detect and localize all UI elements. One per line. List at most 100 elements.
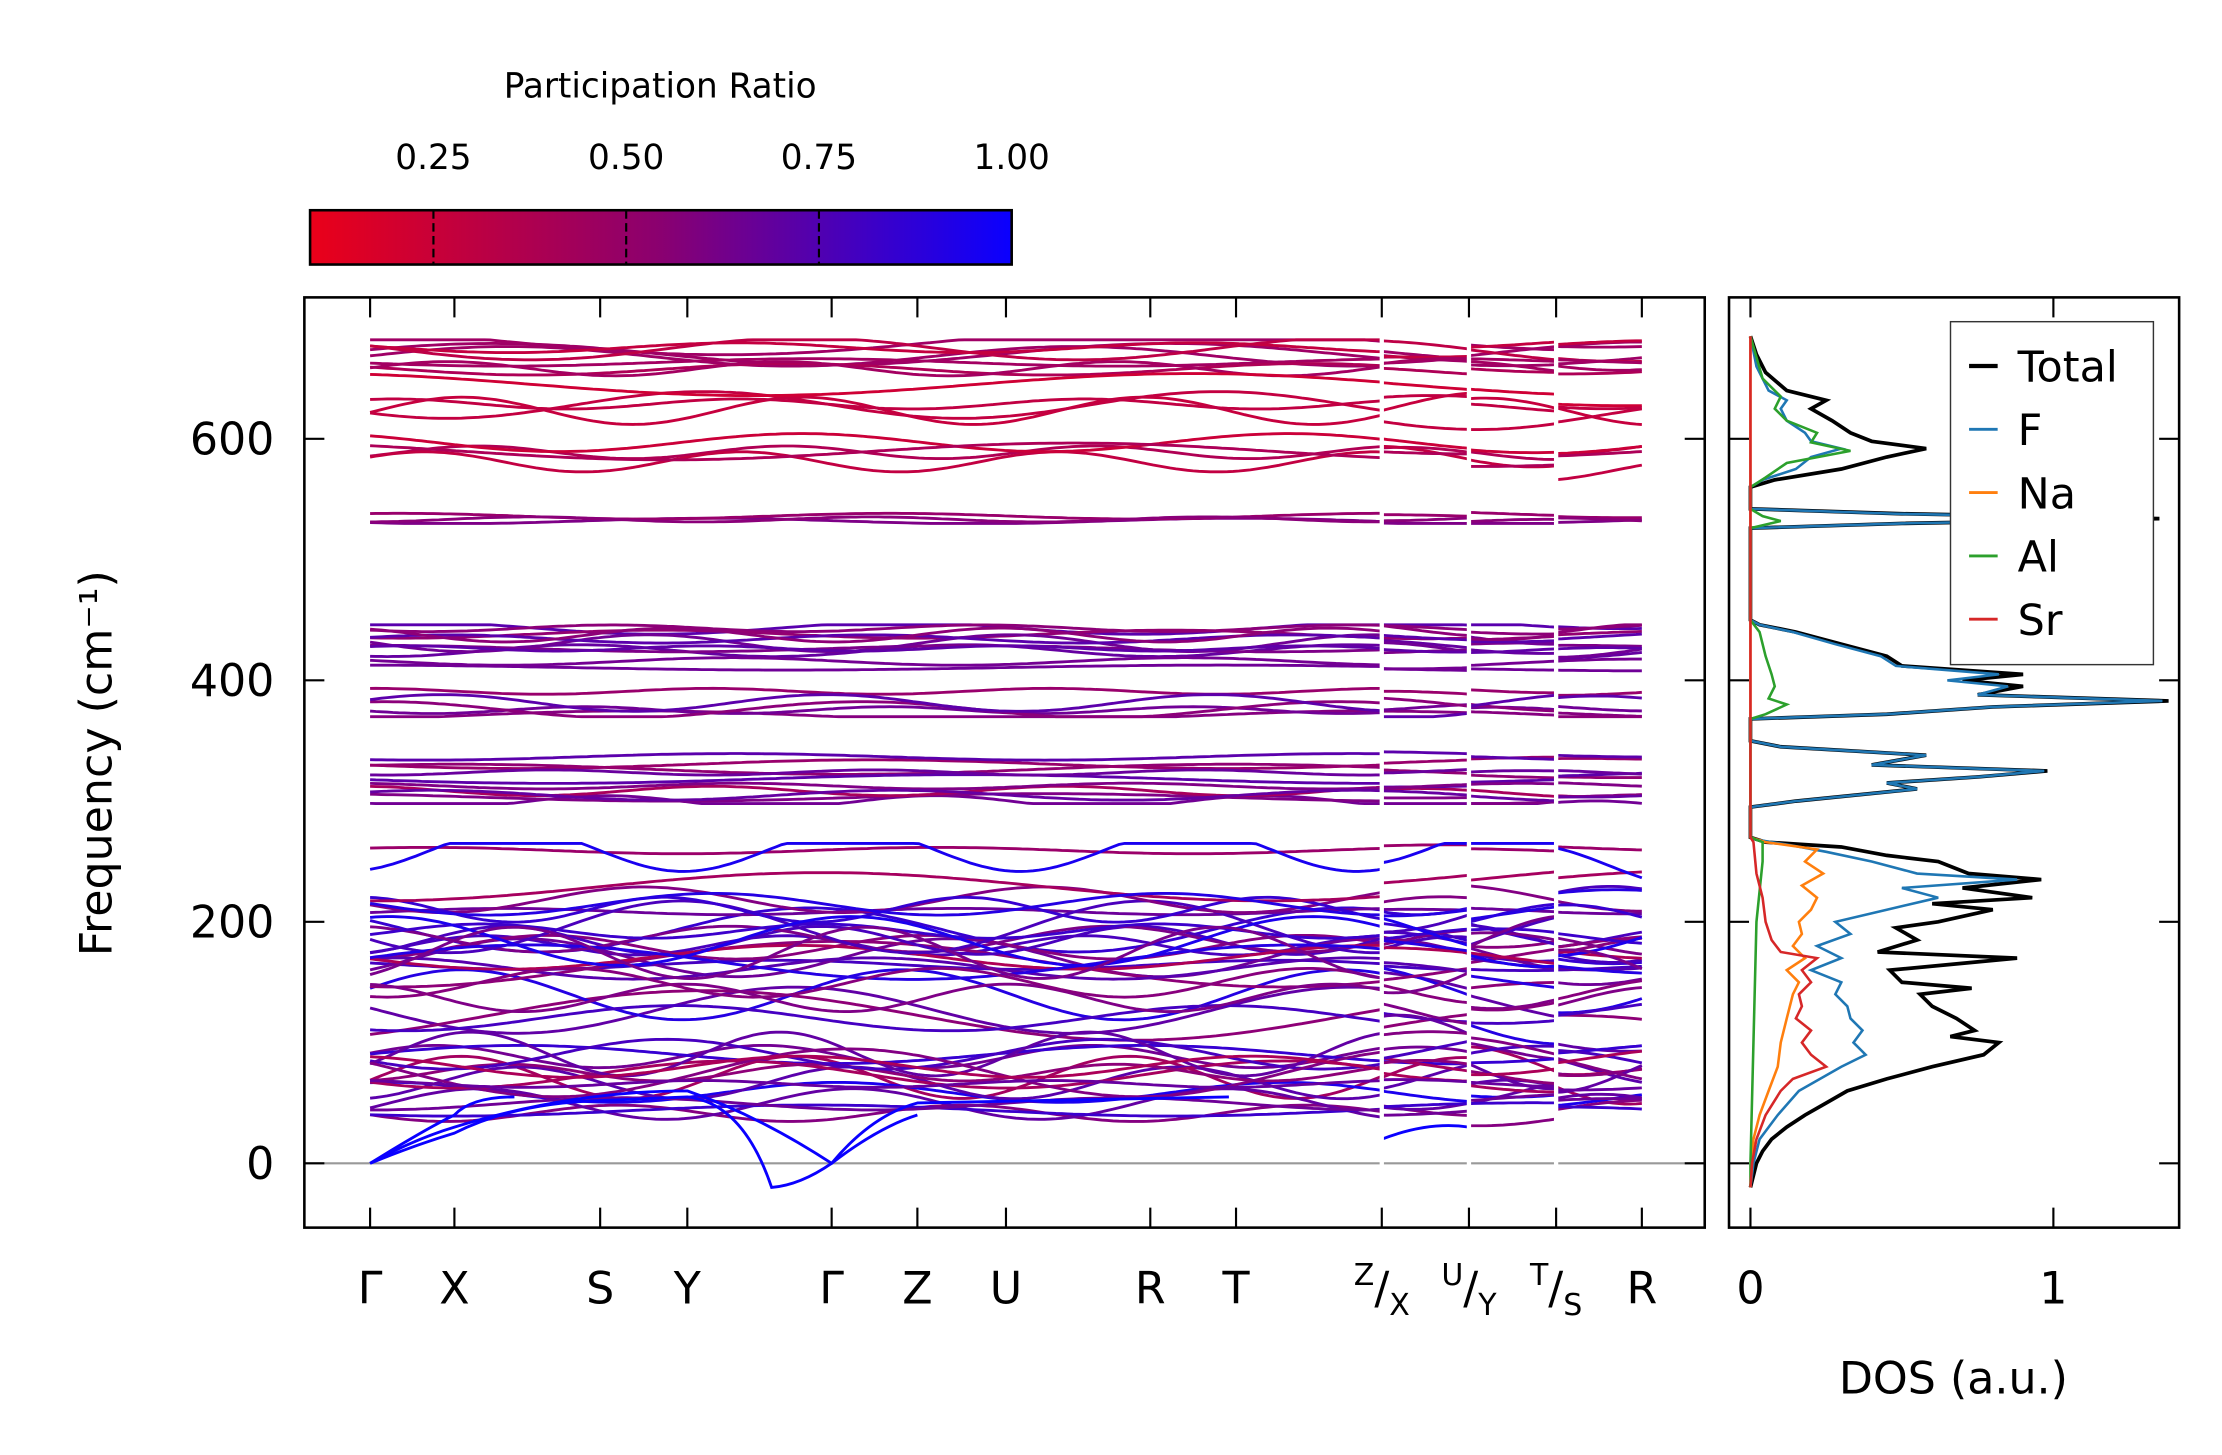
phonon-band bbox=[1468, 794, 1555, 803]
phonon-band bbox=[370, 397, 1382, 411]
phonon-band bbox=[370, 752, 1382, 762]
phonon-band bbox=[1468, 367, 1555, 374]
phonon-band bbox=[1555, 964, 1642, 975]
phonon-band bbox=[369, 450, 1382, 474]
phonon-band bbox=[369, 1059, 1382, 1090]
phonon-band bbox=[369, 345, 1382, 368]
phonon-band bbox=[1556, 1013, 1642, 1021]
phonon-band bbox=[1468, 1019, 1555, 1025]
phonon-band bbox=[1556, 704, 1642, 713]
x-tick-label: Γ bbox=[358, 1263, 383, 1314]
colorbar-tick-label: 0.75 bbox=[781, 138, 857, 178]
phonon-band bbox=[1381, 420, 1468, 431]
phonon-band bbox=[370, 966, 1383, 999]
phonon-band bbox=[1468, 639, 1555, 644]
phonon-band bbox=[370, 656, 1382, 667]
phonon-band bbox=[1468, 340, 1555, 349]
phonon-band bbox=[1556, 405, 1642, 411]
x-tick-label: Z bbox=[902, 1263, 932, 1314]
phonon-band bbox=[1381, 946, 1468, 955]
phonon-band bbox=[1468, 1084, 1555, 1094]
phonon-band bbox=[1556, 694, 1642, 700]
phonon-band bbox=[1468, 967, 1555, 972]
colorbar-tick-label: 0.25 bbox=[395, 138, 471, 178]
phonon-band bbox=[369, 943, 1382, 981]
colorbar-tick-label: 0.50 bbox=[588, 138, 664, 178]
phonon-band bbox=[370, 516, 1382, 525]
phonon-band bbox=[1468, 1023, 1555, 1046]
phonon-band bbox=[1556, 450, 1642, 458]
phonon-band bbox=[1468, 450, 1555, 461]
phonon-band bbox=[370, 644, 1382, 653]
phonon-band bbox=[1556, 370, 1642, 376]
phonon-band bbox=[1468, 931, 1555, 942]
phonon-band bbox=[1381, 666, 1468, 671]
phonon-band bbox=[1381, 841, 1468, 865]
phonon-band bbox=[1381, 354, 1468, 359]
phonon-band bbox=[1381, 843, 1468, 848]
phonon-band bbox=[1468, 647, 1555, 655]
phonon-band bbox=[1468, 623, 1555, 629]
phonon-band bbox=[1381, 983, 1468, 1004]
phonon-band bbox=[1381, 908, 1468, 918]
phonon-band bbox=[1555, 407, 1643, 424]
phonon-band bbox=[1555, 936, 1643, 956]
phonon-band bbox=[1468, 788, 1555, 798]
phonon-band bbox=[1468, 1117, 1555, 1128]
x-tick-label: U/Y bbox=[1441, 1258, 1497, 1323]
phonon-band bbox=[1556, 769, 1642, 776]
phonon-band bbox=[1381, 1040, 1468, 1060]
phonon-band bbox=[1468, 1041, 1555, 1061]
phonon-band bbox=[369, 1062, 1382, 1083]
phonon-band bbox=[1556, 632, 1642, 641]
phonon-band bbox=[1555, 935, 1642, 949]
phonon-band bbox=[1381, 789, 1468, 797]
phonon-band bbox=[1468, 659, 1555, 667]
phonon-band bbox=[370, 441, 1382, 462]
colorbar: Participation Ratio 0.25 0.50 0.75 1.00 bbox=[308, 66, 1050, 266]
phonon-band bbox=[370, 362, 1382, 377]
phonon-band bbox=[1556, 646, 1642, 651]
phonon-band bbox=[1468, 1057, 1555, 1065]
phonon-band bbox=[1468, 1036, 1556, 1056]
phonon-band bbox=[1556, 757, 1642, 761]
legend: Total F Na Al Sr bbox=[1949, 320, 2155, 666]
phonon-band bbox=[1468, 974, 1555, 989]
phonon-band bbox=[369, 693, 1382, 713]
phonon-band bbox=[1468, 847, 1555, 853]
phonon-band bbox=[1468, 511, 1555, 517]
phonon-band bbox=[1555, 623, 1642, 635]
phonon-band bbox=[370, 700, 1382, 719]
x-tick-label: S bbox=[586, 1263, 614, 1314]
dos-axes-frame bbox=[1727, 296, 2181, 1229]
phonon-band bbox=[1468, 1045, 1556, 1073]
x-tick-label: Γ bbox=[819, 1263, 844, 1314]
phonon-band bbox=[1556, 643, 1642, 648]
phonon-band bbox=[369, 705, 1382, 715]
phonon-band bbox=[369, 1103, 1382, 1123]
y-tick-label: 0 bbox=[246, 1139, 274, 1190]
legend-label: Na bbox=[2018, 469, 2076, 519]
phonon-band bbox=[370, 1103, 1382, 1118]
x-tick-label: X bbox=[439, 1263, 469, 1314]
phonon-band bbox=[369, 925, 1382, 980]
phonon-band bbox=[1556, 799, 1642, 805]
phonon-band bbox=[1468, 778, 1555, 784]
phonon-band bbox=[1555, 986, 1642, 1007]
phonon-band bbox=[370, 871, 1382, 903]
phonon-band bbox=[1556, 668, 1642, 673]
acoustic-branch bbox=[369, 1095, 1229, 1189]
phonon-band bbox=[1468, 387, 1555, 396]
x-tick-label: R bbox=[1135, 1263, 1166, 1314]
phonon-band bbox=[1468, 422, 1555, 431]
phonon-band bbox=[1381, 971, 1469, 995]
phonon-band bbox=[1468, 1080, 1555, 1089]
phonon-band bbox=[1381, 689, 1468, 696]
phonon-band bbox=[1555, 949, 1642, 960]
phonon-band bbox=[1381, 1013, 1468, 1029]
y-axis-label: Frequency (cm⁻¹) bbox=[71, 570, 122, 956]
phonon-band bbox=[1468, 905, 1555, 921]
phonon-band bbox=[1381, 712, 1468, 719]
phonon-band bbox=[1555, 1002, 1643, 1017]
